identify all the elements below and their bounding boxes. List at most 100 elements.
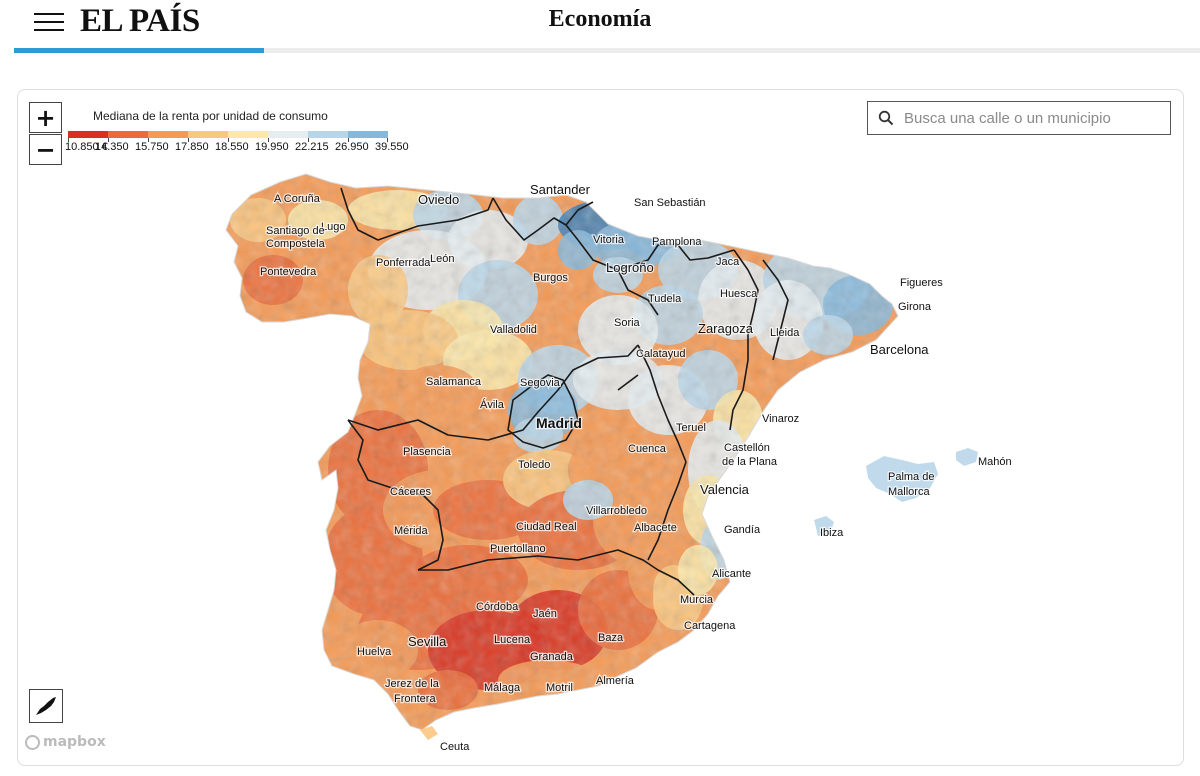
city-label: Ciudad Real — [516, 521, 577, 533]
legend-label: 22.215 — [295, 141, 329, 153]
islands-layer — [420, 448, 978, 740]
island-ibiza — [814, 516, 834, 536]
site-header: EL PAÍS Economía — [0, 0, 1200, 56]
city-label: Mahón — [978, 456, 1012, 468]
city-label: Teruel — [676, 422, 706, 434]
city-label: Soria — [614, 317, 641, 329]
island-mallorca — [866, 456, 938, 502]
city-label: Frontera — [394, 693, 436, 705]
search-box[interactable] — [867, 101, 1171, 135]
income-map[interactable]: A Coruña Oviedo Santander San Sebastián Lugo… — [17, 89, 1184, 766]
city-label: A Coruña — [274, 193, 321, 205]
city-label: Murcia — [680, 594, 714, 606]
region-border — [617, 374, 639, 391]
mapbox-attribution[interactable]: mapbox — [25, 734, 106, 750]
legend-label: 18.550 — [215, 141, 249, 153]
city-label: Logroño — [606, 260, 654, 275]
city-label: Vinaroz — [762, 413, 799, 425]
city-label: Pamplona — [652, 236, 702, 248]
city-label: Lucena — [494, 634, 531, 646]
city-label: Huelva — [357, 646, 392, 658]
city-label: Zaragoza — [698, 321, 754, 336]
city-label: Mérida — [394, 525, 429, 537]
header-accent-bar — [14, 48, 264, 53]
zoom-out-button[interactable]: − — [29, 134, 62, 165]
city-label: Ávila — [480, 398, 505, 411]
legend-label: 10.850 € — [65, 141, 108, 153]
city-label: Alicante — [712, 568, 751, 580]
legend-tick — [108, 138, 109, 142]
zoom-in-button[interactable]: + — [29, 102, 62, 133]
region-border — [418, 549, 659, 571]
canary-islands-button[interactable] — [29, 689, 63, 723]
legend-tick — [308, 138, 309, 142]
city-label: Cáceres — [390, 486, 431, 498]
city-label: Girona — [898, 301, 932, 313]
region-border — [657, 569, 695, 596]
city-label: Jaca — [716, 256, 740, 268]
city-label: Cuenca — [628, 443, 667, 455]
hamburger-menu-icon[interactable] — [34, 13, 64, 31]
legend-tick — [228, 138, 229, 142]
map-canvas[interactable]: A Coruña Oviedo Santander San Sebastián Lugo… — [18, 90, 1183, 765]
city-label: Jerez de la — [385, 678, 440, 690]
search-input[interactable] — [904, 109, 1154, 127]
city-label: Vitoria — [593, 234, 625, 246]
city-labels: A Coruña Oviedo Santander San Sebastián Lugo… — [259, 181, 1013, 755]
header-divider — [14, 48, 1200, 53]
region-border — [577, 239, 735, 271]
legend-title: Mediana de la renta por unidad de consum… — [93, 109, 328, 123]
section-title[interactable]: Economía — [548, 6, 652, 32]
region-border — [647, 461, 687, 561]
city-label: Mallorca — [888, 486, 930, 498]
region-border — [565, 201, 594, 226]
region-border — [617, 269, 659, 316]
city-label: Tudela — [648, 293, 682, 305]
city-label: de la Plana — [722, 456, 778, 468]
search-icon[interactable] — [868, 102, 904, 134]
city-label: Málaga — [484, 682, 521, 694]
region-border — [507, 374, 579, 449]
ceuta-area — [420, 726, 438, 740]
city-label: Gandía — [724, 524, 761, 536]
city-label: Valladolid — [490, 324, 537, 336]
city-label: Granada — [530, 651, 574, 663]
region-border — [347, 419, 444, 571]
region-borders — [340, 187, 789, 596]
region-border — [340, 187, 494, 241]
city-label: León — [430, 253, 454, 265]
city-label: Santander — [530, 182, 591, 197]
choropleth-layer — [226, 174, 898, 730]
city-label: Castellón — [724, 442, 770, 454]
legend-color-scale — [68, 131, 388, 138]
legend-label: 39.550 — [375, 141, 409, 153]
city-label: Motril — [546, 682, 573, 694]
legend-swatch — [148, 131, 188, 138]
site-logo[interactable]: EL PAÍS — [80, 3, 200, 39]
city-label: Almería — [596, 675, 635, 687]
legend-tick — [387, 138, 388, 142]
city-label: Ibiza — [820, 527, 844, 539]
legend-label: 14.350 — [95, 141, 129, 153]
city-label: Ceuta — [440, 741, 470, 753]
city-label: Albacete — [634, 522, 677, 534]
legend-tick — [348, 138, 349, 142]
city-label: Lleida — [770, 327, 800, 339]
city-label: Puertollano — [490, 543, 546, 555]
city-label: Burgos — [533, 272, 568, 284]
legend-label: 17.850 — [175, 141, 209, 153]
municipal-texture — [226, 174, 898, 730]
legend-ticks — [68, 138, 388, 142]
city-label: Valencia — [700, 482, 750, 497]
city-label: Jaén — [533, 608, 557, 620]
city-label: Santiago de — [266, 225, 325, 237]
city-label: Calatayud — [636, 348, 686, 360]
legend-tick — [188, 138, 189, 142]
legend-swatch — [348, 131, 388, 138]
legend-swatch — [308, 131, 348, 138]
region-border — [762, 259, 789, 361]
legend-tick — [268, 138, 269, 142]
city-label: Pontevedra — [260, 266, 317, 278]
city-label: Ponferrada — [376, 257, 431, 269]
region-border — [729, 249, 759, 431]
